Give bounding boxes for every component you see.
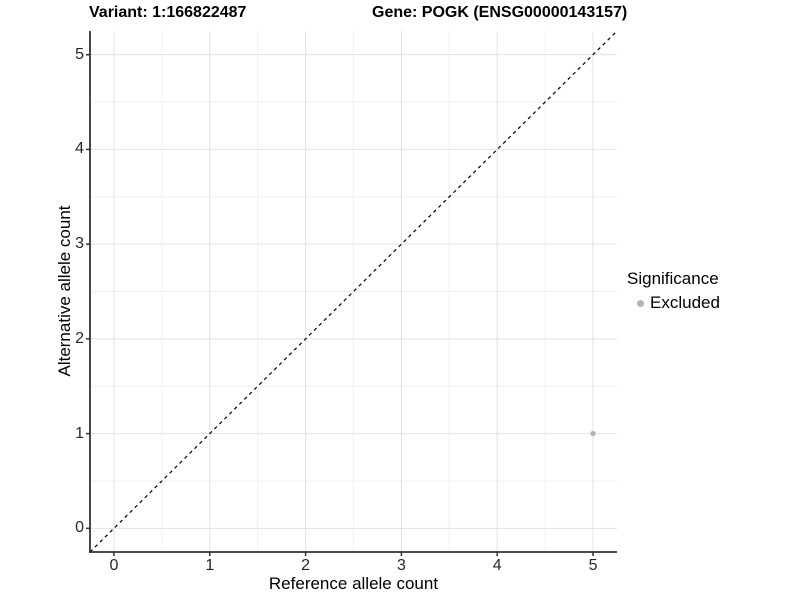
y-tick-label: 2 <box>75 329 84 347</box>
plot-title-gene: Gene: POGK (ENSG00000143157) <box>372 4 628 21</box>
y-tick-label: 1 <box>75 424 84 442</box>
x-tick-label: 0 <box>109 557 119 574</box>
x-tick-label: 4 <box>492 557 502 574</box>
x-axis-title: Reference allele count <box>268 574 439 593</box>
identity-reference-line <box>89 30 618 553</box>
legend-entry-label: Excluded <box>650 293 720 312</box>
y-tick-label: 5 <box>75 45 84 63</box>
plot-title-variant: Variant: 1:166822487 <box>89 4 247 21</box>
y-tick-label: 0 <box>75 519 84 537</box>
x-tick-label: 3 <box>396 557 406 574</box>
y-axis-title: Alternative allele count <box>55 205 74 377</box>
x-tick-label: 5 <box>588 557 598 574</box>
data-point <box>590 430 596 437</box>
y-tick-label: 4 <box>75 140 84 158</box>
x-tick-label: 1 <box>205 557 215 574</box>
y-tick-label: 3 <box>75 235 84 253</box>
x-tick-label: 2 <box>301 557 311 574</box>
excluded-point-icon <box>637 299 644 307</box>
legend: Significance Excluded <box>627 269 720 313</box>
legend-title: Significance <box>627 269 719 288</box>
legend-entry-excluded: Excluded <box>627 293 720 313</box>
